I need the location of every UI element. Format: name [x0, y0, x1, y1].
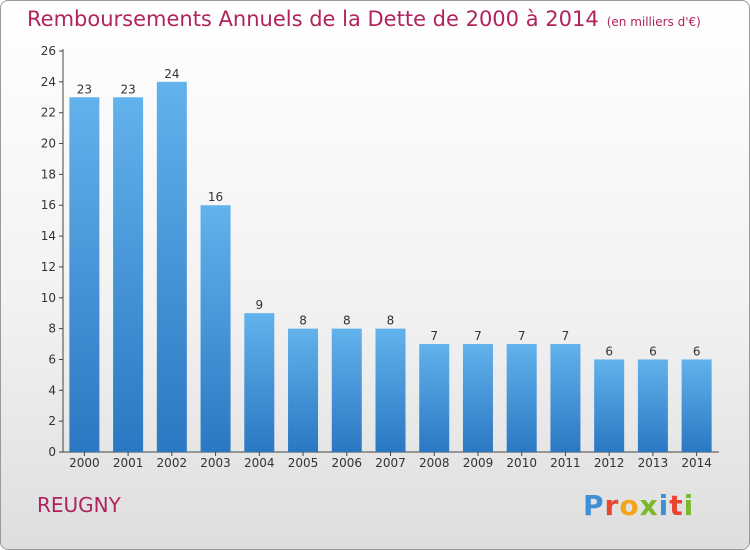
bar — [200, 205, 231, 452]
logo-letter: i — [683, 489, 695, 522]
bar — [550, 344, 581, 452]
logo-letter: t — [669, 489, 684, 522]
data-label: 8 — [387, 314, 395, 328]
bar — [288, 328, 319, 452]
x-tick-label: 2008 — [419, 456, 450, 470]
x-tick-label: 2001 — [113, 456, 144, 470]
x-tick-label: 2013 — [638, 456, 669, 470]
y-tick-label: 18 — [41, 167, 56, 181]
bar — [156, 81, 187, 452]
data-label: 6 — [605, 344, 613, 358]
bar — [681, 359, 712, 452]
chart-title: Remboursements Annuels de la Dette de 20… — [27, 7, 701, 31]
y-tick-label: 6 — [48, 352, 56, 366]
data-label: 8 — [343, 314, 351, 328]
y-tick-label: 16 — [41, 198, 56, 212]
x-tick-label: 2006 — [331, 456, 362, 470]
data-label: 7 — [430, 329, 438, 343]
title-text: Remboursements Annuels de la Dette de 20… — [27, 7, 599, 31]
data-label: 23 — [120, 82, 135, 96]
x-tick-label: 2000 — [69, 456, 100, 470]
data-label: 16 — [208, 190, 223, 204]
chart-subtitle: (en milliers d'€) — [606, 15, 701, 29]
bars — [69, 81, 712, 453]
data-label: 6 — [649, 344, 657, 358]
data-label: 7 — [474, 329, 482, 343]
y-tick-label: 14 — [41, 229, 56, 243]
bar — [113, 97, 144, 453]
x-tick-label: 2010 — [506, 456, 537, 470]
bar — [419, 344, 450, 452]
y-tick-label: 8 — [48, 322, 56, 336]
y-tick-label: 2 — [48, 414, 56, 428]
commune-name: REUGNY — [37, 493, 121, 517]
x-tick-label: 2005 — [288, 456, 319, 470]
x-tick-label: 2011 — [550, 456, 581, 470]
logo-letter: i — [658, 489, 670, 522]
y-tick-label: 26 — [41, 44, 56, 58]
y-tick-label: 24 — [41, 75, 56, 89]
y-tick-label: 12 — [41, 260, 56, 274]
data-label: 8 — [299, 314, 307, 328]
proxiti-logo[interactable]: Proxiti — [583, 489, 694, 522]
bar — [375, 328, 406, 452]
bar — [331, 328, 362, 452]
x-tick-label: 2012 — [594, 456, 625, 470]
logo-letter: r — [604, 489, 620, 522]
y-tick-label: 20 — [41, 137, 56, 151]
x-tick-label: 2007 — [375, 456, 406, 470]
y-tick-label: 4 — [48, 383, 56, 397]
data-label: 7 — [518, 329, 526, 343]
logo-letter: P — [583, 489, 605, 522]
y-tick-label: 22 — [41, 106, 56, 120]
x-tick-label: 2009 — [463, 456, 494, 470]
data-label: 23 — [77, 82, 92, 96]
data-label: 9 — [255, 298, 263, 312]
bar — [637, 359, 668, 452]
x-tick-label: 2014 — [681, 456, 712, 470]
bar — [462, 344, 493, 452]
data-label: 6 — [693, 344, 701, 358]
data-labels: 23 23 24 16 9 8 8 8 7 7 7 7 6 6 6 — [77, 67, 701, 359]
data-label: 7 — [562, 329, 570, 343]
x-tick-label: 2003 — [200, 456, 231, 470]
logo-letter: o — [619, 489, 640, 522]
bar — [594, 359, 625, 452]
bar — [244, 313, 275, 452]
y-tick-label: 0 — [48, 445, 56, 459]
data-label: 24 — [164, 67, 179, 81]
bar — [69, 97, 100, 453]
x-tick-label: 2002 — [157, 456, 188, 470]
logo-letter: x — [639, 489, 659, 522]
y-tick-label: 10 — [41, 291, 56, 305]
bar — [506, 344, 537, 452]
x-tick-label: 2004 — [244, 456, 275, 470]
